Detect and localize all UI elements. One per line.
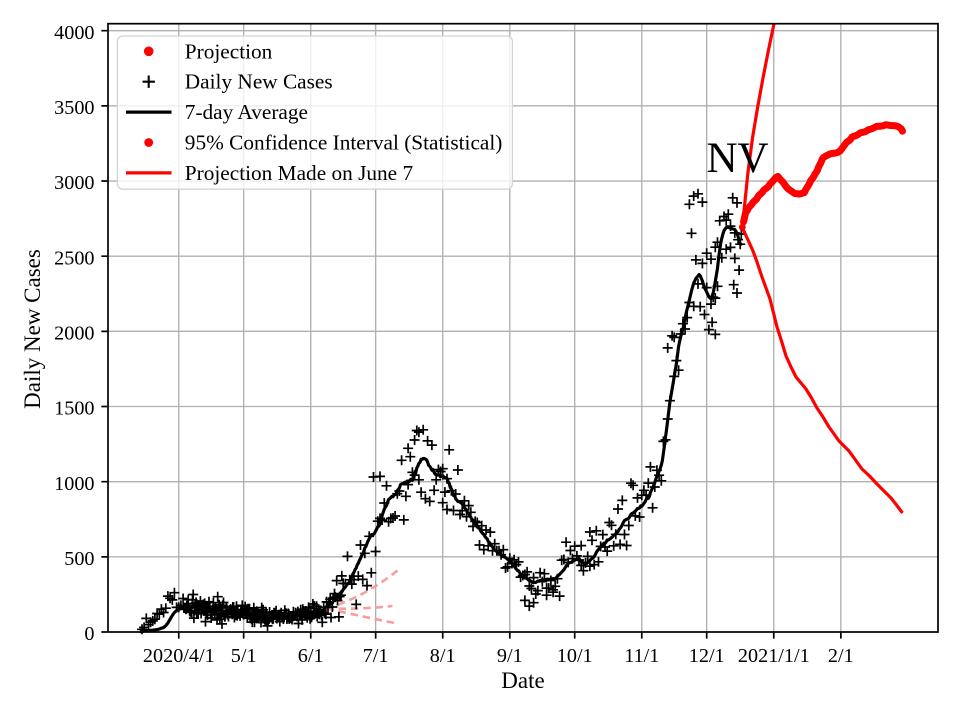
svg-text:8/1: 8/1 [430,645,456,667]
svg-text:3000: 3000 [54,172,94,194]
svg-text:2020/4/1: 2020/4/1 [143,645,215,667]
svg-text:2/1: 2/1 [828,645,854,667]
svg-text:Projection Made on June 7: Projection Made on June 7 [185,161,414,185]
svg-text:9/1: 9/1 [497,645,523,667]
svg-text:2000: 2000 [54,323,94,345]
svg-text:10/1: 10/1 [557,645,593,667]
svg-text:6/1: 6/1 [298,645,324,667]
svg-text:Daily New Cases: Daily New Cases [185,70,333,94]
svg-text:11/1: 11/1 [624,645,659,667]
svg-text:7/1: 7/1 [363,645,389,667]
svg-text:Date: Date [501,668,544,693]
svg-text:0: 0 [84,623,94,645]
svg-text:3500: 3500 [54,97,94,119]
svg-text:2021/1/1: 2021/1/1 [738,645,810,667]
svg-text:4000: 4000 [54,22,94,44]
svg-text:2500: 2500 [54,247,94,269]
svg-text:Daily New Cases: Daily New Cases [20,249,45,409]
svg-text:5/1: 5/1 [231,645,257,667]
svg-text:12/1: 12/1 [689,645,725,667]
svg-text:1500: 1500 [54,398,94,420]
svg-text:Projection: Projection [185,39,273,63]
svg-text:7-day Average: 7-day Average [185,100,308,124]
svg-text:500: 500 [64,548,94,570]
svg-text:1000: 1000 [54,473,94,495]
svg-text:95% Confidence Interval (Stati: 95% Confidence Interval (Statistical) [185,131,503,155]
svg-text:NV: NV [707,135,769,182]
